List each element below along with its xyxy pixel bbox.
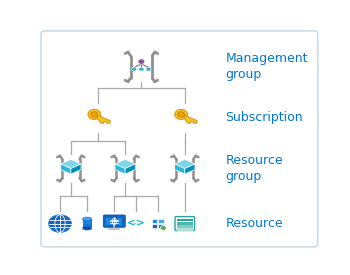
Text: ···: ··· bbox=[133, 221, 139, 227]
Text: <: < bbox=[127, 219, 136, 229]
FancyBboxPatch shape bbox=[103, 215, 125, 227]
Polygon shape bbox=[97, 115, 110, 123]
Polygon shape bbox=[175, 164, 185, 174]
Text: Subscription: Subscription bbox=[225, 111, 303, 124]
Circle shape bbox=[160, 226, 166, 230]
Text: >: > bbox=[136, 219, 145, 229]
FancyBboxPatch shape bbox=[175, 217, 195, 230]
Polygon shape bbox=[177, 219, 192, 221]
Polygon shape bbox=[71, 164, 81, 174]
Polygon shape bbox=[115, 164, 125, 174]
FancyBboxPatch shape bbox=[41, 31, 318, 247]
Circle shape bbox=[110, 218, 119, 225]
Polygon shape bbox=[152, 219, 158, 223]
Polygon shape bbox=[177, 225, 192, 227]
Circle shape bbox=[175, 109, 188, 119]
Circle shape bbox=[138, 59, 145, 64]
Text: Management
group: Management group bbox=[225, 52, 308, 81]
Polygon shape bbox=[158, 224, 163, 228]
Polygon shape bbox=[61, 164, 71, 174]
Circle shape bbox=[49, 215, 71, 232]
Text: Resource: Resource bbox=[225, 217, 283, 230]
Polygon shape bbox=[184, 115, 197, 123]
Polygon shape bbox=[83, 219, 92, 228]
Polygon shape bbox=[125, 164, 135, 174]
Circle shape bbox=[139, 67, 144, 71]
Text: Resource
group: Resource group bbox=[225, 154, 283, 183]
Polygon shape bbox=[177, 228, 192, 231]
Ellipse shape bbox=[83, 221, 92, 224]
Polygon shape bbox=[177, 222, 192, 224]
Polygon shape bbox=[115, 160, 135, 169]
Polygon shape bbox=[152, 224, 158, 228]
Circle shape bbox=[178, 112, 184, 117]
Polygon shape bbox=[61, 160, 81, 169]
FancyBboxPatch shape bbox=[106, 218, 122, 225]
Circle shape bbox=[146, 67, 151, 71]
Circle shape bbox=[88, 109, 101, 119]
Ellipse shape bbox=[83, 226, 92, 230]
Polygon shape bbox=[185, 164, 195, 174]
Circle shape bbox=[91, 112, 98, 117]
Polygon shape bbox=[158, 219, 163, 223]
Ellipse shape bbox=[83, 217, 92, 221]
Circle shape bbox=[132, 67, 137, 71]
Polygon shape bbox=[175, 160, 195, 169]
